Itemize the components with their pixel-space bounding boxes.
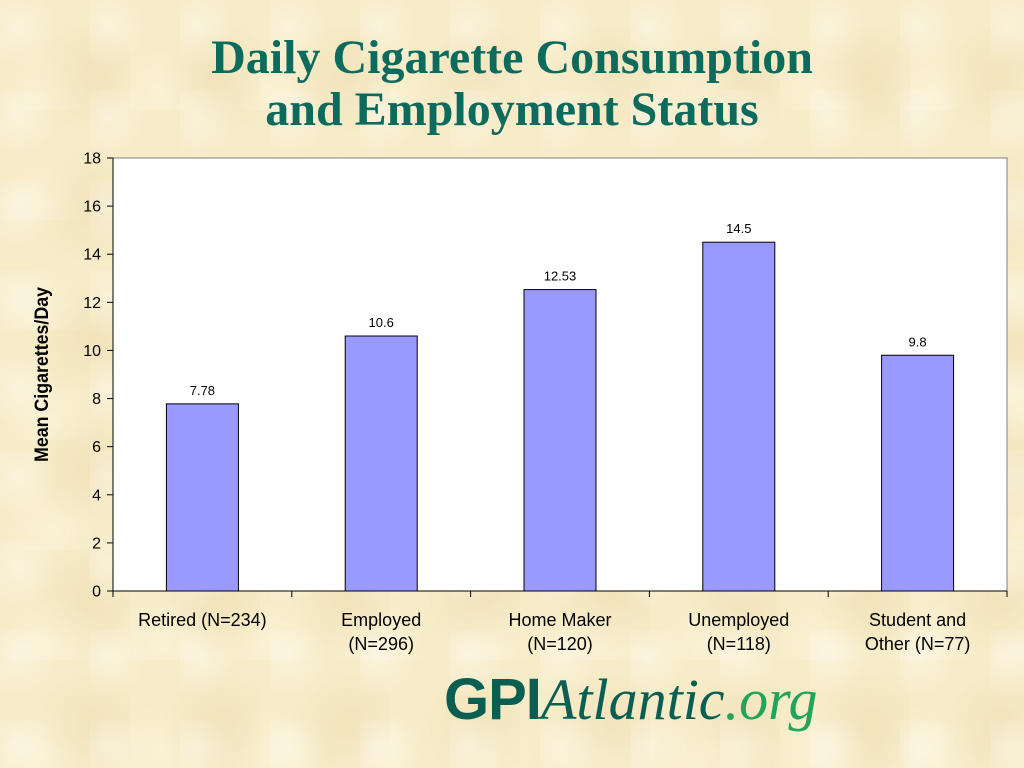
y-tick-label: 14 xyxy=(83,247,101,264)
bar-value-label: 10.6 xyxy=(369,315,394,330)
bar xyxy=(702,241,776,592)
y-tick-label: 6 xyxy=(92,439,101,456)
slide-title-line-2: and Employment Status xyxy=(265,83,759,136)
y-tick-label: 8 xyxy=(92,391,101,408)
x-category-label: Other (N=77) xyxy=(865,634,971,654)
y-tick-label: 16 xyxy=(83,199,101,216)
x-category-label: Retired (N=234) xyxy=(138,610,267,630)
x-category-label: Unemployed xyxy=(688,610,789,630)
x-category-label: Employed xyxy=(341,610,421,630)
y-tick-label: 2 xyxy=(92,535,101,552)
x-category-label: Home Maker xyxy=(508,610,611,630)
y-tick-label: 0 xyxy=(92,584,101,601)
gpi-atlantic-logo: GPIAtlantic.org xyxy=(444,664,817,736)
logo-gpi-text: GPI xyxy=(444,667,542,732)
bar-value-label: 12.53 xyxy=(544,269,577,284)
x-category-label: (N=120) xyxy=(527,634,593,654)
y-tick-label: 4 xyxy=(92,487,101,504)
bar-value-label: 7.78 xyxy=(190,383,215,398)
bar xyxy=(523,289,597,592)
bar-value-label: 9.8 xyxy=(909,334,927,349)
x-category-label: (N=296) xyxy=(348,634,414,654)
bar xyxy=(165,403,239,592)
bar xyxy=(344,335,418,592)
y-tick-label: 12 xyxy=(83,295,101,312)
y-tick-label: 18 xyxy=(83,151,101,168)
logo-org-text: .org xyxy=(724,667,818,732)
bar xyxy=(881,354,955,592)
slide-title-line-1: Daily Cigarette Consumption xyxy=(211,31,813,84)
x-category-label: Student and xyxy=(869,610,966,630)
y-tick-label: 10 xyxy=(83,343,101,360)
y-axis-label: Mean Cigarettes/Day xyxy=(32,287,53,462)
logo-atlantic-text: Atlantic xyxy=(540,667,725,732)
slide-title: Daily Cigarette Consumption and Employme… xyxy=(0,32,1024,136)
bar-value-label: 14.5 xyxy=(726,221,751,236)
x-category-label: (N=118) xyxy=(707,634,771,654)
